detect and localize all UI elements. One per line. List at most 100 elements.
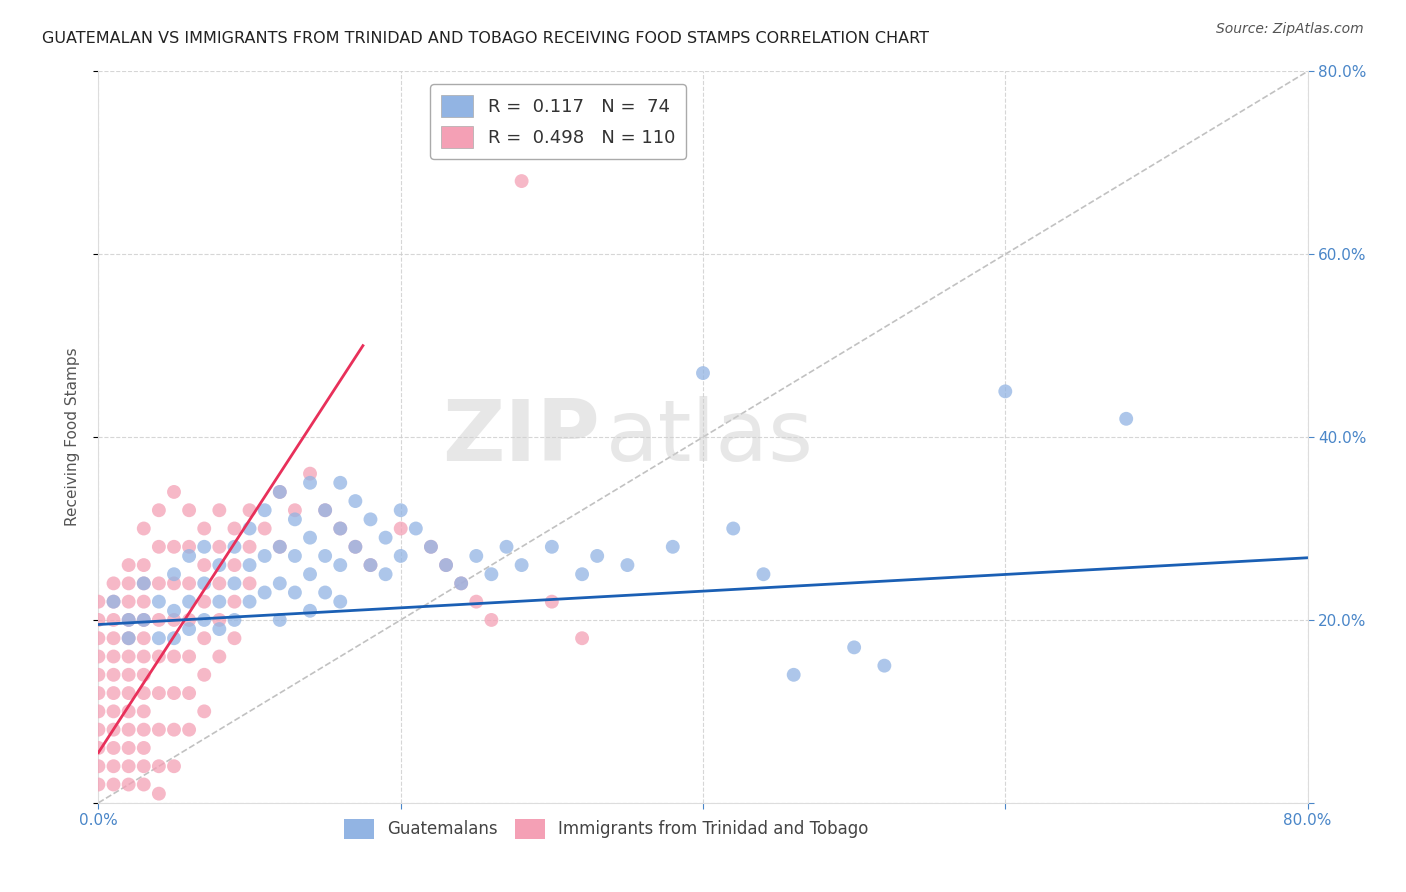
- Point: [132, 667, 155, 681]
- Text: ZIP: ZIP: [443, 395, 600, 479]
- Point: [103, 723, 125, 737]
- Point: [239, 503, 262, 517]
- Point: [510, 174, 533, 188]
- Point: [420, 540, 443, 554]
- Point: [118, 740, 141, 755]
- Point: [420, 540, 443, 554]
- Point: [239, 594, 262, 608]
- Point: [253, 585, 276, 599]
- Point: [314, 503, 336, 517]
- Point: [299, 475, 322, 490]
- Point: [269, 613, 291, 627]
- Point: [148, 649, 170, 664]
- Point: [103, 686, 125, 700]
- Point: [179, 540, 201, 554]
- Point: [314, 503, 336, 517]
- Point: [163, 723, 186, 737]
- Point: [87, 759, 110, 773]
- Point: [118, 632, 141, 646]
- Point: [253, 503, 276, 517]
- Point: [87, 613, 110, 627]
- Point: [329, 558, 352, 573]
- Point: [118, 686, 141, 700]
- Point: [163, 759, 186, 773]
- Point: [329, 475, 352, 490]
- Point: [132, 740, 155, 755]
- Point: [284, 512, 307, 526]
- Point: [434, 558, 457, 573]
- Point: [87, 778, 110, 792]
- Point: [132, 705, 155, 719]
- Point: [314, 585, 336, 599]
- Point: [163, 567, 186, 582]
- Point: [299, 604, 322, 618]
- Point: [208, 540, 231, 554]
- Point: [208, 558, 231, 573]
- Point: [103, 649, 125, 664]
- Point: [344, 540, 367, 554]
- Point: [179, 723, 201, 737]
- Legend: Guatemalans, Immigrants from Trinidad and Tobago: Guatemalans, Immigrants from Trinidad an…: [337, 812, 875, 846]
- Point: [132, 723, 155, 737]
- Text: atlas: atlas: [606, 395, 814, 479]
- Point: [405, 521, 427, 535]
- Point: [148, 503, 170, 517]
- Point: [148, 686, 170, 700]
- Point: [163, 686, 186, 700]
- Point: [723, 521, 745, 535]
- Point: [360, 558, 382, 573]
- Point: [87, 594, 110, 608]
- Point: [224, 558, 246, 573]
- Point: [118, 759, 141, 773]
- Point: [132, 594, 155, 608]
- Point: [224, 521, 246, 535]
- Text: GUATEMALAN VS IMMIGRANTS FROM TRINIDAD AND TOBAGO RECEIVING FOOD STAMPS CORRELAT: GUATEMALAN VS IMMIGRANTS FROM TRINIDAD A…: [42, 31, 929, 46]
- Y-axis label: Receiving Food Stamps: Receiving Food Stamps: [65, 348, 80, 526]
- Point: [434, 558, 457, 573]
- Point: [148, 787, 170, 801]
- Point: [87, 740, 110, 755]
- Point: [571, 567, 593, 582]
- Point: [239, 558, 262, 573]
- Point: [752, 567, 775, 582]
- Point: [224, 613, 246, 627]
- Point: [389, 503, 412, 517]
- Point: [269, 540, 291, 554]
- Point: [269, 485, 291, 500]
- Point: [269, 540, 291, 554]
- Point: [193, 613, 215, 627]
- Point: [87, 632, 110, 646]
- Point: [87, 686, 110, 700]
- Point: [239, 540, 262, 554]
- Point: [132, 649, 155, 664]
- Point: [299, 531, 322, 545]
- Point: [571, 632, 593, 646]
- Point: [1115, 412, 1137, 426]
- Point: [87, 705, 110, 719]
- Point: [148, 540, 170, 554]
- Point: [193, 667, 215, 681]
- Point: [360, 558, 382, 573]
- Point: [179, 549, 201, 563]
- Point: [163, 649, 186, 664]
- Point: [389, 549, 412, 563]
- Point: [193, 540, 215, 554]
- Point: [118, 649, 141, 664]
- Point: [208, 622, 231, 636]
- Point: [269, 485, 291, 500]
- Text: Source: ZipAtlas.com: Source: ZipAtlas.com: [1216, 22, 1364, 37]
- Point: [132, 632, 155, 646]
- Point: [208, 576, 231, 591]
- Point: [193, 705, 215, 719]
- Point: [465, 594, 488, 608]
- Point: [239, 576, 262, 591]
- Point: [360, 512, 382, 526]
- Point: [179, 649, 201, 664]
- Point: [103, 759, 125, 773]
- Point: [132, 613, 155, 627]
- Point: [224, 632, 246, 646]
- Point: [103, 613, 125, 627]
- Point: [540, 594, 562, 608]
- Point: [148, 576, 170, 591]
- Point: [193, 558, 215, 573]
